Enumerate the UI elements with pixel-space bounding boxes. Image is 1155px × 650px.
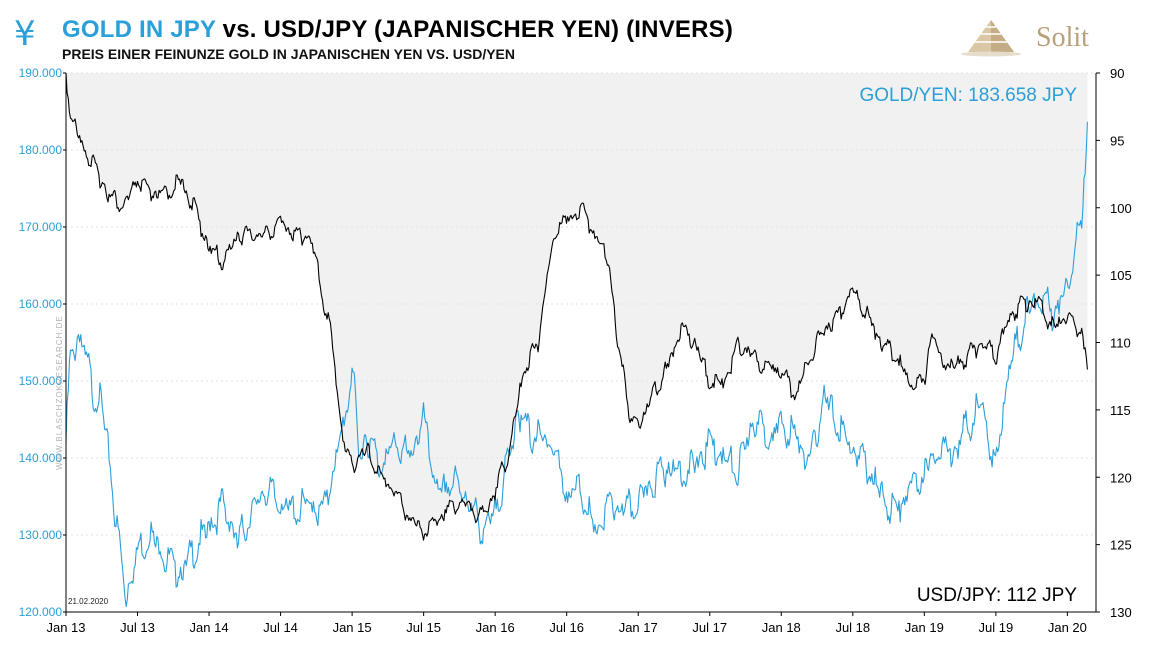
y-right-tick-label: 105 [1110,268,1132,283]
y-right-tick-label: 115 [1110,403,1131,418]
logo-wordmark: Solit [1036,22,1089,53]
y-right-tick-label: 125 [1110,538,1132,553]
y-right-tick-label: 90 [1110,66,1124,81]
x-tick-label: Jul 16 [549,620,584,635]
y-right-tick-label: 130 [1110,605,1132,620]
x-tick-label: Jan 13 [46,620,85,635]
y-left-tick-label: 140.000 [19,451,63,465]
pyramid-icon [961,20,1021,57]
x-tick-label: Jan 19 [905,620,944,635]
y-left-tick-label: 190.000 [19,66,63,80]
usd-jpy-readout: USD/JPY: 112 JPY [916,585,1077,606]
watermark: WWW.BLASCHZOKRESEARCH.DE [55,315,64,470]
y-left-tick-label: 130.000 [19,528,63,542]
y-right-tick-label: 120 [1110,470,1132,485]
x-tick-label: Jul 18 [835,620,870,635]
x-tick-label: Jul 19 [979,620,1014,635]
x-tick-label: Jul 15 [406,620,441,635]
x-tick-label: Jan 14 [190,620,229,635]
y-right-tick-label: 110 [1110,336,1131,351]
x-tick-label: Jan 17 [619,620,658,635]
x-tick-label: Jan 18 [762,620,801,635]
y-left-tick-label: 170.000 [19,220,63,234]
gold-yen-series-line [65,121,1088,607]
usd-jpy-area-fill [66,73,1088,541]
y-right-tick-label: 95 [1110,133,1124,148]
x-tick-label: Jan 20 [1048,620,1087,635]
x-tick-label: Jan 16 [476,620,515,635]
x-tick-label: Jul 13 [120,620,155,635]
chart-subtitle: PREIS EINER FEINUNZE GOLD IN JAPANISCHEN… [62,46,516,62]
date-stamp: 21.02.2020 [68,597,109,606]
yen-icon: ¥ [14,14,36,54]
y-left-tick-label: 180.000 [19,143,63,157]
y-right-tick-label: 100 [1110,201,1132,216]
gold-yen-readout: GOLD/YEN: 183.658 JPY [859,85,1077,106]
x-tick-label: Jul 14 [263,620,298,635]
chart-title: GOLD IN JPY vs. USD/JPY (JAPANISCHER YEN… [62,16,733,44]
y-left-tick-label: 160.000 [19,297,63,311]
x-tick-label: Jan 15 [333,620,372,635]
y-left-tick-label: 150.000 [19,374,63,388]
solit-logo: Solit [956,18,1096,58]
y-left-tick-label: 120.000 [19,605,63,619]
title-usd-part: vs. USD/JPY (JAPANISCHER YEN) (INVERS) [215,16,734,43]
x-tick-label: Jul 17 [692,620,727,635]
title-gold-part: GOLD IN JPY [62,16,216,43]
usd-jpy-series-line [65,72,1088,541]
